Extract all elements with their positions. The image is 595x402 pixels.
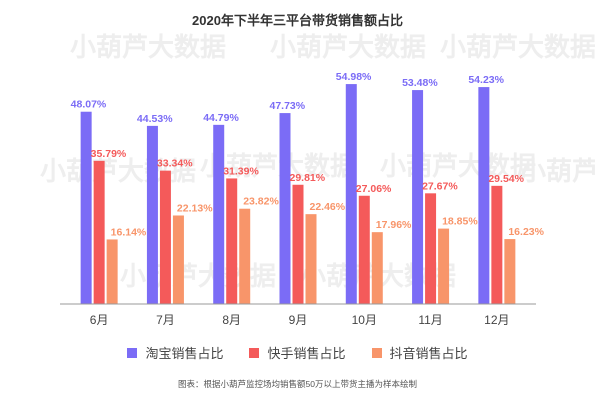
data-label: 17.96% bbox=[376, 219, 412, 231]
data-label: 18.85% bbox=[442, 216, 478, 228]
bar-douyin bbox=[305, 214, 317, 304]
bar-taobao bbox=[146, 125, 158, 304]
data-label: 27.67% bbox=[422, 180, 458, 192]
x-tick-label: 7月 bbox=[156, 313, 175, 327]
watermark-text: 小葫芦大数据 bbox=[120, 261, 276, 291]
data-label: 54.23% bbox=[468, 74, 504, 86]
bar-kuaishou bbox=[358, 195, 370, 304]
legend-swatch-douyin bbox=[371, 347, 382, 358]
data-label: 48.07% bbox=[71, 99, 107, 111]
bar-taobao bbox=[345, 84, 357, 304]
data-label: 27.06% bbox=[356, 183, 392, 195]
x-tick-label: 11月 bbox=[418, 313, 442, 327]
watermark-text: 小葫芦大数据 bbox=[520, 156, 595, 186]
bar-kuaishou bbox=[226, 178, 238, 304]
watermark-text: 小葫芦大数据 bbox=[200, 151, 356, 181]
bar-douyin bbox=[371, 232, 383, 304]
x-tick-label: 8月 bbox=[222, 313, 241, 327]
bar-kuaishou bbox=[491, 185, 503, 304]
data-label: 16.14% bbox=[111, 226, 147, 238]
bar-douyin bbox=[438, 228, 450, 304]
data-label: 35.79% bbox=[91, 148, 127, 160]
data-label: 54.98% bbox=[336, 71, 372, 83]
legend-item-taobao: 淘宝销售占比 bbox=[127, 343, 223, 362]
bar-douyin bbox=[504, 239, 516, 304]
bar-kuaishou bbox=[292, 184, 304, 304]
data-label: 29.81% bbox=[290, 172, 326, 184]
legend-label-kuaishou: 快手销售占比 bbox=[267, 346, 346, 361]
x-tick-label: 12月 bbox=[484, 313, 509, 327]
x-tick-labels: 6月 7月 8月 9月 10月 11月 12月 bbox=[90, 313, 510, 327]
watermark-text: 小葫芦大数据 bbox=[270, 32, 426, 62]
data-label: 22.46% bbox=[310, 201, 346, 213]
bar-kuaishou bbox=[425, 193, 437, 304]
data-label: 29.54% bbox=[488, 173, 524, 185]
bar-taobao bbox=[478, 87, 490, 304]
bar-kuaishou bbox=[159, 170, 171, 304]
legend-label-taobao: 淘宝销售占比 bbox=[145, 346, 224, 361]
data-label: 47.73% bbox=[270, 100, 306, 112]
bar-taobao bbox=[213, 124, 225, 304]
legend: 淘宝销售占比 快手销售占比 抖音销售占比 bbox=[0, 343, 595, 362]
x-tick-label: 10月 bbox=[352, 313, 377, 327]
bars-layer bbox=[80, 84, 516, 304]
x-tick-label: 6月 bbox=[90, 313, 109, 327]
chart-title: 2020年下半年三平台带货销售额占比 bbox=[192, 13, 403, 28]
bar-douyin bbox=[239, 208, 251, 304]
value-labels-layer: 48.07% 35.79% 16.14% 44.53% 33.34% 22.13% 44.7… bbox=[71, 71, 545, 238]
bar-douyin bbox=[106, 239, 118, 304]
data-label: 44.53% bbox=[137, 113, 173, 125]
watermark-text: 小葫芦大数据 bbox=[380, 151, 536, 181]
data-label: 22.13% bbox=[177, 202, 213, 214]
data-label: 16.23% bbox=[508, 226, 544, 238]
data-label: 53.48% bbox=[402, 77, 438, 89]
x-tick-label: 9月 bbox=[289, 313, 308, 327]
data-label: 33.34% bbox=[157, 158, 193, 170]
legend-swatch-taobao bbox=[127, 347, 138, 358]
watermark-text: 小葫芦大数据 bbox=[70, 32, 226, 62]
data-label: 23.82% bbox=[243, 196, 279, 208]
data-label: 31.39% bbox=[223, 165, 259, 177]
bar-kuaishou bbox=[93, 160, 105, 304]
chart-source-note: 图表：根据小葫芦监控场均销售额50万以上带货主播为样本绘制 bbox=[178, 379, 417, 389]
bar-taobao bbox=[279, 113, 291, 304]
watermark-text: 小葫芦大数据 bbox=[440, 32, 595, 62]
bar-douyin bbox=[172, 215, 184, 304]
legend-swatch-kuaishou bbox=[249, 347, 260, 358]
bar-taobao bbox=[80, 111, 92, 304]
bar-taobao bbox=[412, 90, 424, 304]
legend-label-douyin: 抖音销售占比 bbox=[389, 346, 468, 361]
legend-item-kuaishou: 快手销售占比 bbox=[249, 343, 346, 362]
data-label: 44.79% bbox=[203, 112, 239, 124]
legend-item-douyin: 抖音销售占比 bbox=[371, 343, 468, 362]
